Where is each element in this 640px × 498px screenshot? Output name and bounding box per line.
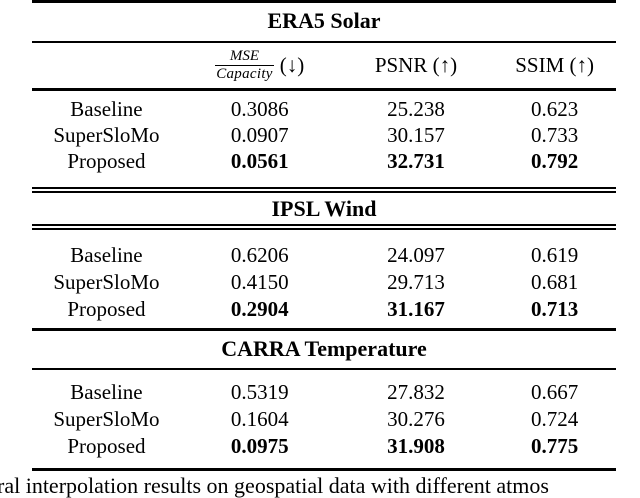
rule-below-headers [32, 88, 616, 91]
cell-ssim: 0.775 [531, 434, 579, 458]
cell-psnr: 25.238 [387, 97, 445, 121]
column-header-psnr: PSNR (↑) [374, 53, 458, 77]
row-label: SuperSloMo [53, 270, 160, 294]
results-table: ERA5 Solar MSE Capacity (↓) PSNR (↑) SSI… [32, 0, 616, 471]
table-row-baseline: Baseline 0.3086 25.238 0.623 [32, 96, 616, 122]
column-header-mse-capacity: MSE Capacity (↓) [181, 47, 339, 83]
cell-mse: 0.3086 [230, 97, 289, 121]
cell-ssim: 0.792 [531, 149, 579, 173]
cell-psnr: 30.157 [387, 123, 445, 147]
rule-below-era5-title [32, 41, 616, 43]
section-title-era5-solar: ERA5 Solar [267, 8, 381, 33]
cell-mse: 0.6206 [230, 243, 289, 267]
cell-mse: 0.0561 [230, 149, 289, 173]
row-label: SuperSloMo [53, 123, 160, 147]
cell-psnr: 31.167 [387, 297, 445, 321]
cell-mse: 0.1604 [230, 407, 289, 431]
table-row-baseline: Baseline 0.6206 24.097 0.619 [32, 242, 616, 269]
table-row-baseline: Baseline 0.5319 27.832 0.667 [32, 379, 616, 406]
row-label: Proposed [67, 434, 146, 458]
table-caption: ral interpolation results on geospatial … [0, 473, 549, 498]
era5-solar-rows: Baseline 0.3086 25.238 0.623 SuperSloMo … [32, 91, 616, 187]
cell-psnr: 32.731 [387, 149, 445, 173]
table-top-rule [32, 0, 616, 3]
cell-ssim: 0.623 [531, 97, 579, 121]
section-title-ipsl-wind: IPSL Wind [271, 196, 377, 221]
mse-capacity-fraction: MSE Capacity [215, 47, 274, 83]
down-arrow-icon: (↓) [279, 53, 305, 77]
cell-psnr: 24.097 [387, 243, 445, 267]
cell-ssim: 0.713 [531, 297, 579, 321]
cell-ssim: 0.681 [531, 270, 579, 294]
cell-mse: 0.0907 [230, 123, 289, 147]
rule-above-carra-title [32, 328, 616, 331]
row-label: Baseline [70, 380, 143, 404]
fraction-bar [215, 64, 274, 67]
table-row-proposed: Proposed 0.0975 31.908 0.775 [32, 433, 616, 460]
cell-ssim: 0.619 [531, 243, 579, 267]
table-row-superslomo: SuperSloMo 0.1604 30.276 0.724 [32, 406, 616, 433]
table-row-proposed: Proposed 0.2904 31.167 0.713 [32, 296, 616, 323]
mse-capacity-metric: MSE Capacity (↓) [181, 47, 339, 83]
cell-ssim: 0.667 [531, 380, 579, 404]
cell-psnr: 27.832 [387, 380, 445, 404]
table-row-superslomo: SuperSloMo 0.4150 29.713 0.681 [32, 269, 616, 296]
rule-above-ipsl-title [32, 187, 616, 193]
cell-mse: 0.5319 [230, 380, 289, 404]
cell-psnr: 29.713 [387, 270, 445, 294]
cell-mse: 0.4150 [230, 270, 289, 294]
table-row-superslomo: SuperSloMo 0.0907 30.157 0.733 [32, 122, 616, 148]
table-row-proposed: Proposed 0.0561 32.731 0.792 [32, 148, 616, 174]
column-header-ssim: SSIM (↑) [515, 53, 595, 77]
rule-below-ipsl-title [32, 224, 616, 230]
cell-ssim: 0.733 [531, 123, 579, 147]
fraction-numerator: MSE [229, 47, 260, 64]
rule-below-carra-title [32, 368, 616, 370]
cell-mse: 0.2904 [230, 297, 289, 321]
cell-mse: 0.0975 [230, 434, 289, 458]
section-title-carra-temperature: CARRA Temperature [221, 336, 427, 361]
row-label: Proposed [67, 297, 146, 321]
row-label: Baseline [70, 97, 143, 121]
row-label: Proposed [67, 149, 146, 173]
fraction-denominator: Capacity [216, 66, 273, 83]
carra-temperature-rows: Baseline 0.5319 27.832 0.667 SuperSloMo … [32, 370, 616, 468]
cell-psnr: 31.908 [387, 434, 445, 458]
table-bottom-rule [32, 468, 616, 471]
cell-ssim: 0.724 [531, 407, 579, 431]
row-label: Baseline [70, 243, 143, 267]
row-label: SuperSloMo [53, 407, 160, 431]
cell-psnr: 30.276 [387, 407, 445, 431]
ipsl-wind-rows: Baseline 0.6206 24.097 0.619 SuperSloMo … [32, 230, 616, 328]
column-header-row: MSE Capacity (↓) PSNR (↑) SSIM (↑) [32, 43, 616, 88]
